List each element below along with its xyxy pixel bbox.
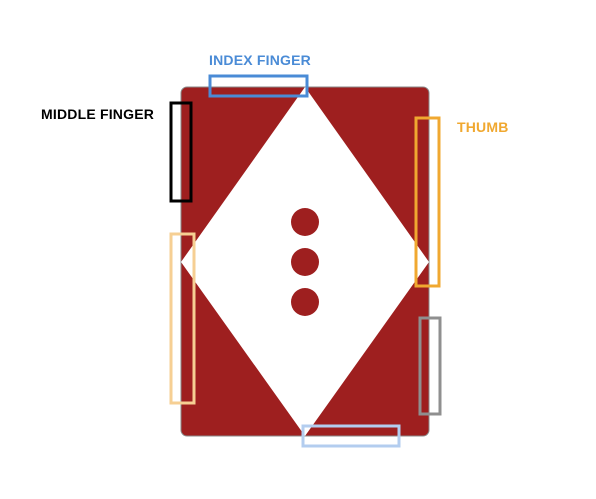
middle-finger-grip-marker (169, 101, 193, 203)
bottom-grip-marker (301, 424, 401, 448)
pip (291, 248, 319, 276)
middle-finger-label: MIDDLE FINGER (41, 106, 155, 122)
thumb-grip-marker (414, 116, 441, 288)
pip (291, 208, 319, 236)
pip (291, 288, 319, 316)
thumb-label: THUMB (457, 119, 509, 135)
pips-group (291, 208, 319, 316)
index-finger-grip-marker (208, 74, 309, 98)
left-lower-grip-marker (169, 232, 196, 405)
right-lower-grip-marker (418, 316, 442, 416)
index-finger-label: INDEX FINGER (209, 52, 311, 68)
grip-markers (169, 74, 442, 448)
